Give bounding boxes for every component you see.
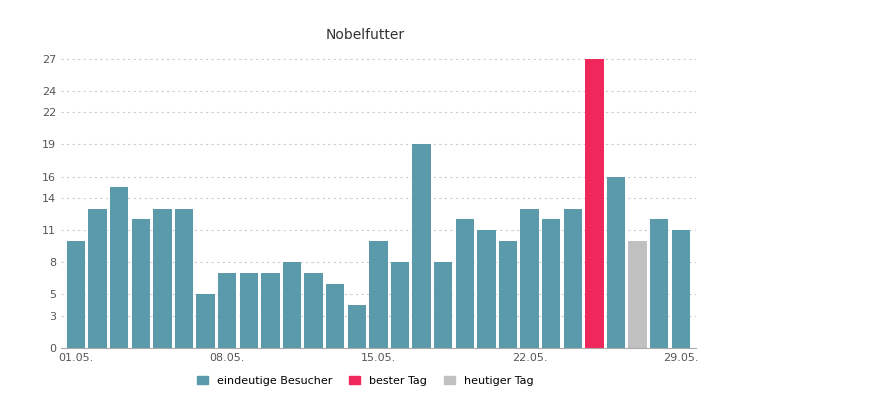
Bar xyxy=(563,209,581,348)
Text: Nobelfutter: Nobelfutter xyxy=(326,28,404,42)
Bar xyxy=(67,241,85,348)
Bar xyxy=(368,241,388,348)
Bar xyxy=(89,209,107,348)
Bar xyxy=(455,220,474,348)
Bar xyxy=(326,284,344,348)
Bar xyxy=(498,241,517,348)
Bar xyxy=(131,220,149,348)
Bar xyxy=(434,262,452,348)
Bar xyxy=(239,273,258,348)
Bar xyxy=(390,262,408,348)
Bar xyxy=(282,262,301,348)
Legend: eindeutige Besucher, bester Tag, heutiger Tag: eindeutige Besucher, bester Tag, heutige… xyxy=(193,372,537,390)
Bar xyxy=(477,230,495,348)
Bar xyxy=(196,294,215,348)
Bar xyxy=(671,230,689,348)
Bar xyxy=(412,144,430,348)
Bar xyxy=(607,176,625,348)
Bar xyxy=(520,209,538,348)
Bar xyxy=(348,305,366,348)
Bar xyxy=(649,220,667,348)
Bar xyxy=(304,273,322,348)
Bar xyxy=(541,220,560,348)
Bar xyxy=(153,209,171,348)
Bar xyxy=(218,273,236,348)
Bar xyxy=(175,209,193,348)
Bar xyxy=(261,273,279,348)
Bar xyxy=(109,187,129,348)
Bar xyxy=(627,241,647,348)
Bar xyxy=(585,59,603,348)
